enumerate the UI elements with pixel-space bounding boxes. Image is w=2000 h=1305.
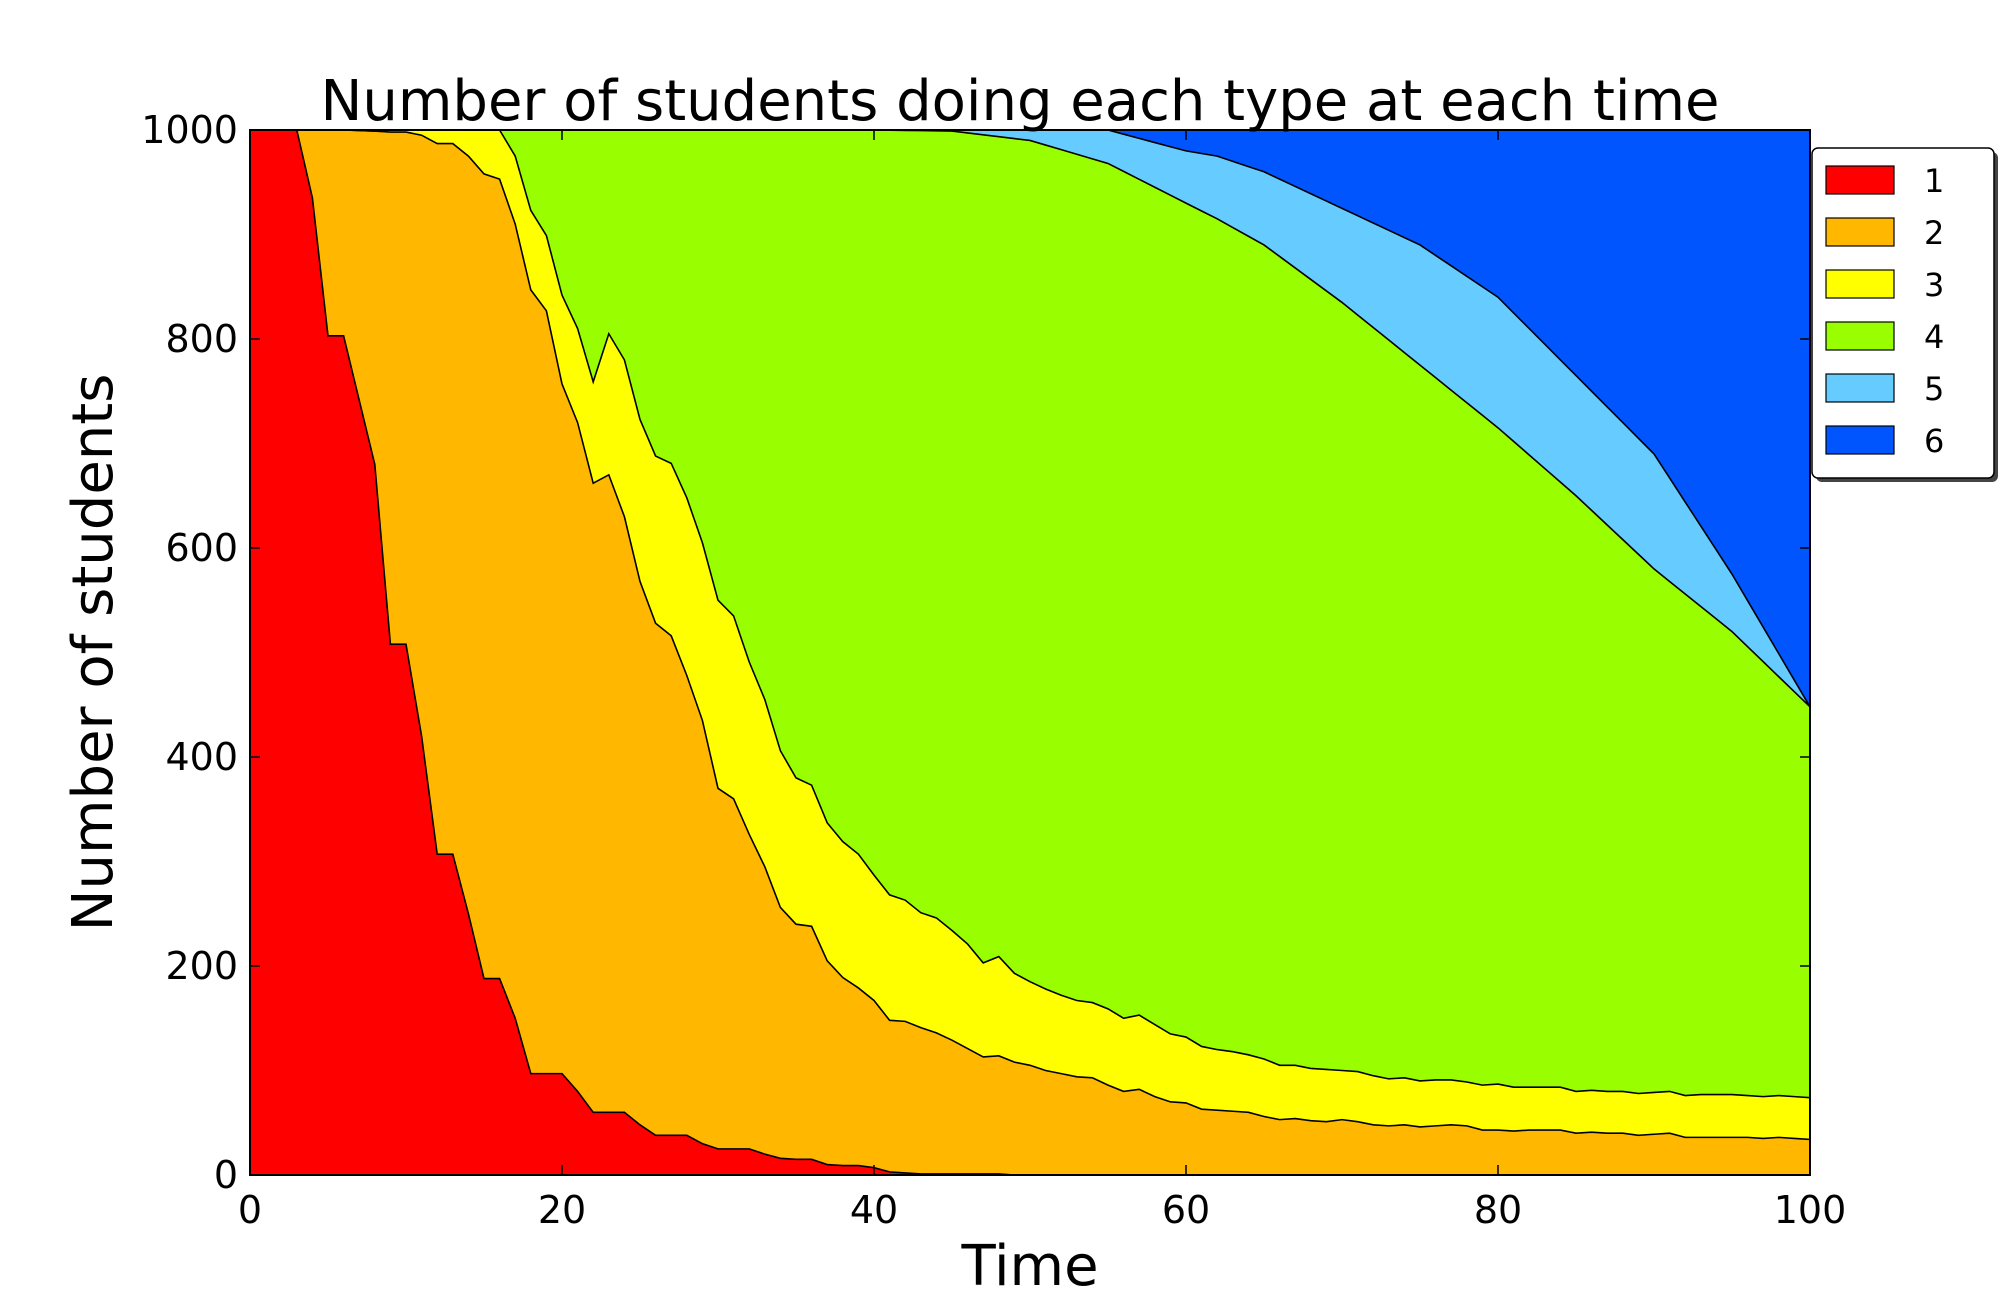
y-tick-label: 400 bbox=[165, 735, 238, 779]
area-layers bbox=[250, 130, 1810, 1175]
legend: 1 2 3 4 5 6 bbox=[1811, 147, 1998, 482]
y-axis-ticks: 0 200 400 600 800 1000 bbox=[141, 108, 1810, 1197]
x-axis-ticks: 0 20 40 60 80 100 bbox=[238, 130, 1846, 1232]
legend-label-4: 4 bbox=[1924, 318, 1944, 356]
boundary-line-series-3 bbox=[250, 129, 1811, 1099]
legend-label-1: 1 bbox=[1924, 162, 1944, 200]
x-tick-label: 100 bbox=[1774, 1188, 1847, 1232]
plot-frame bbox=[249, 129, 1811, 1176]
boundary-line-series-2 bbox=[250, 129, 1811, 1141]
legend-swatch-1 bbox=[1825, 165, 1895, 195]
area-series-1 bbox=[250, 130, 1810, 1175]
legend-label-5: 5 bbox=[1924, 370, 1944, 408]
legend-swatch-6 bbox=[1825, 425, 1895, 455]
x-tick-label: 0 bbox=[238, 1188, 262, 1232]
area-series-5 bbox=[250, 130, 1810, 707]
legend-swatch-3 bbox=[1825, 269, 1895, 299]
x-axis-title: Time bbox=[960, 1234, 1098, 1299]
y-tick-label: 200 bbox=[165, 944, 238, 988]
x-tick-label: 20 bbox=[538, 1188, 586, 1232]
legend-swatch-2 bbox=[1825, 217, 1895, 247]
legend-label-6: 6 bbox=[1924, 422, 1944, 460]
legend-label-3: 3 bbox=[1924, 266, 1944, 304]
x-tick-label: 60 bbox=[1162, 1188, 1210, 1232]
chart-title: Number of students doing each type at ea… bbox=[321, 69, 1720, 134]
y-tick-label: 1000 bbox=[141, 108, 238, 152]
area-series-2 bbox=[250, 130, 1810, 1175]
legend-swatch-5 bbox=[1825, 373, 1895, 403]
x-tick-label: 80 bbox=[1474, 1188, 1522, 1232]
y-axis-title: Number of students bbox=[61, 374, 126, 932]
y-tick-label: 0 bbox=[214, 1153, 238, 1197]
x-tick-label: 40 bbox=[850, 1188, 898, 1232]
legend-swatch-4 bbox=[1825, 321, 1895, 351]
y-tick-label: 800 bbox=[165, 317, 238, 361]
area-series-6 bbox=[250, 130, 1810, 707]
legend-label-2: 2 bbox=[1924, 214, 1944, 252]
y-tick-label: 600 bbox=[165, 526, 238, 570]
area-series-4 bbox=[250, 130, 1810, 1098]
